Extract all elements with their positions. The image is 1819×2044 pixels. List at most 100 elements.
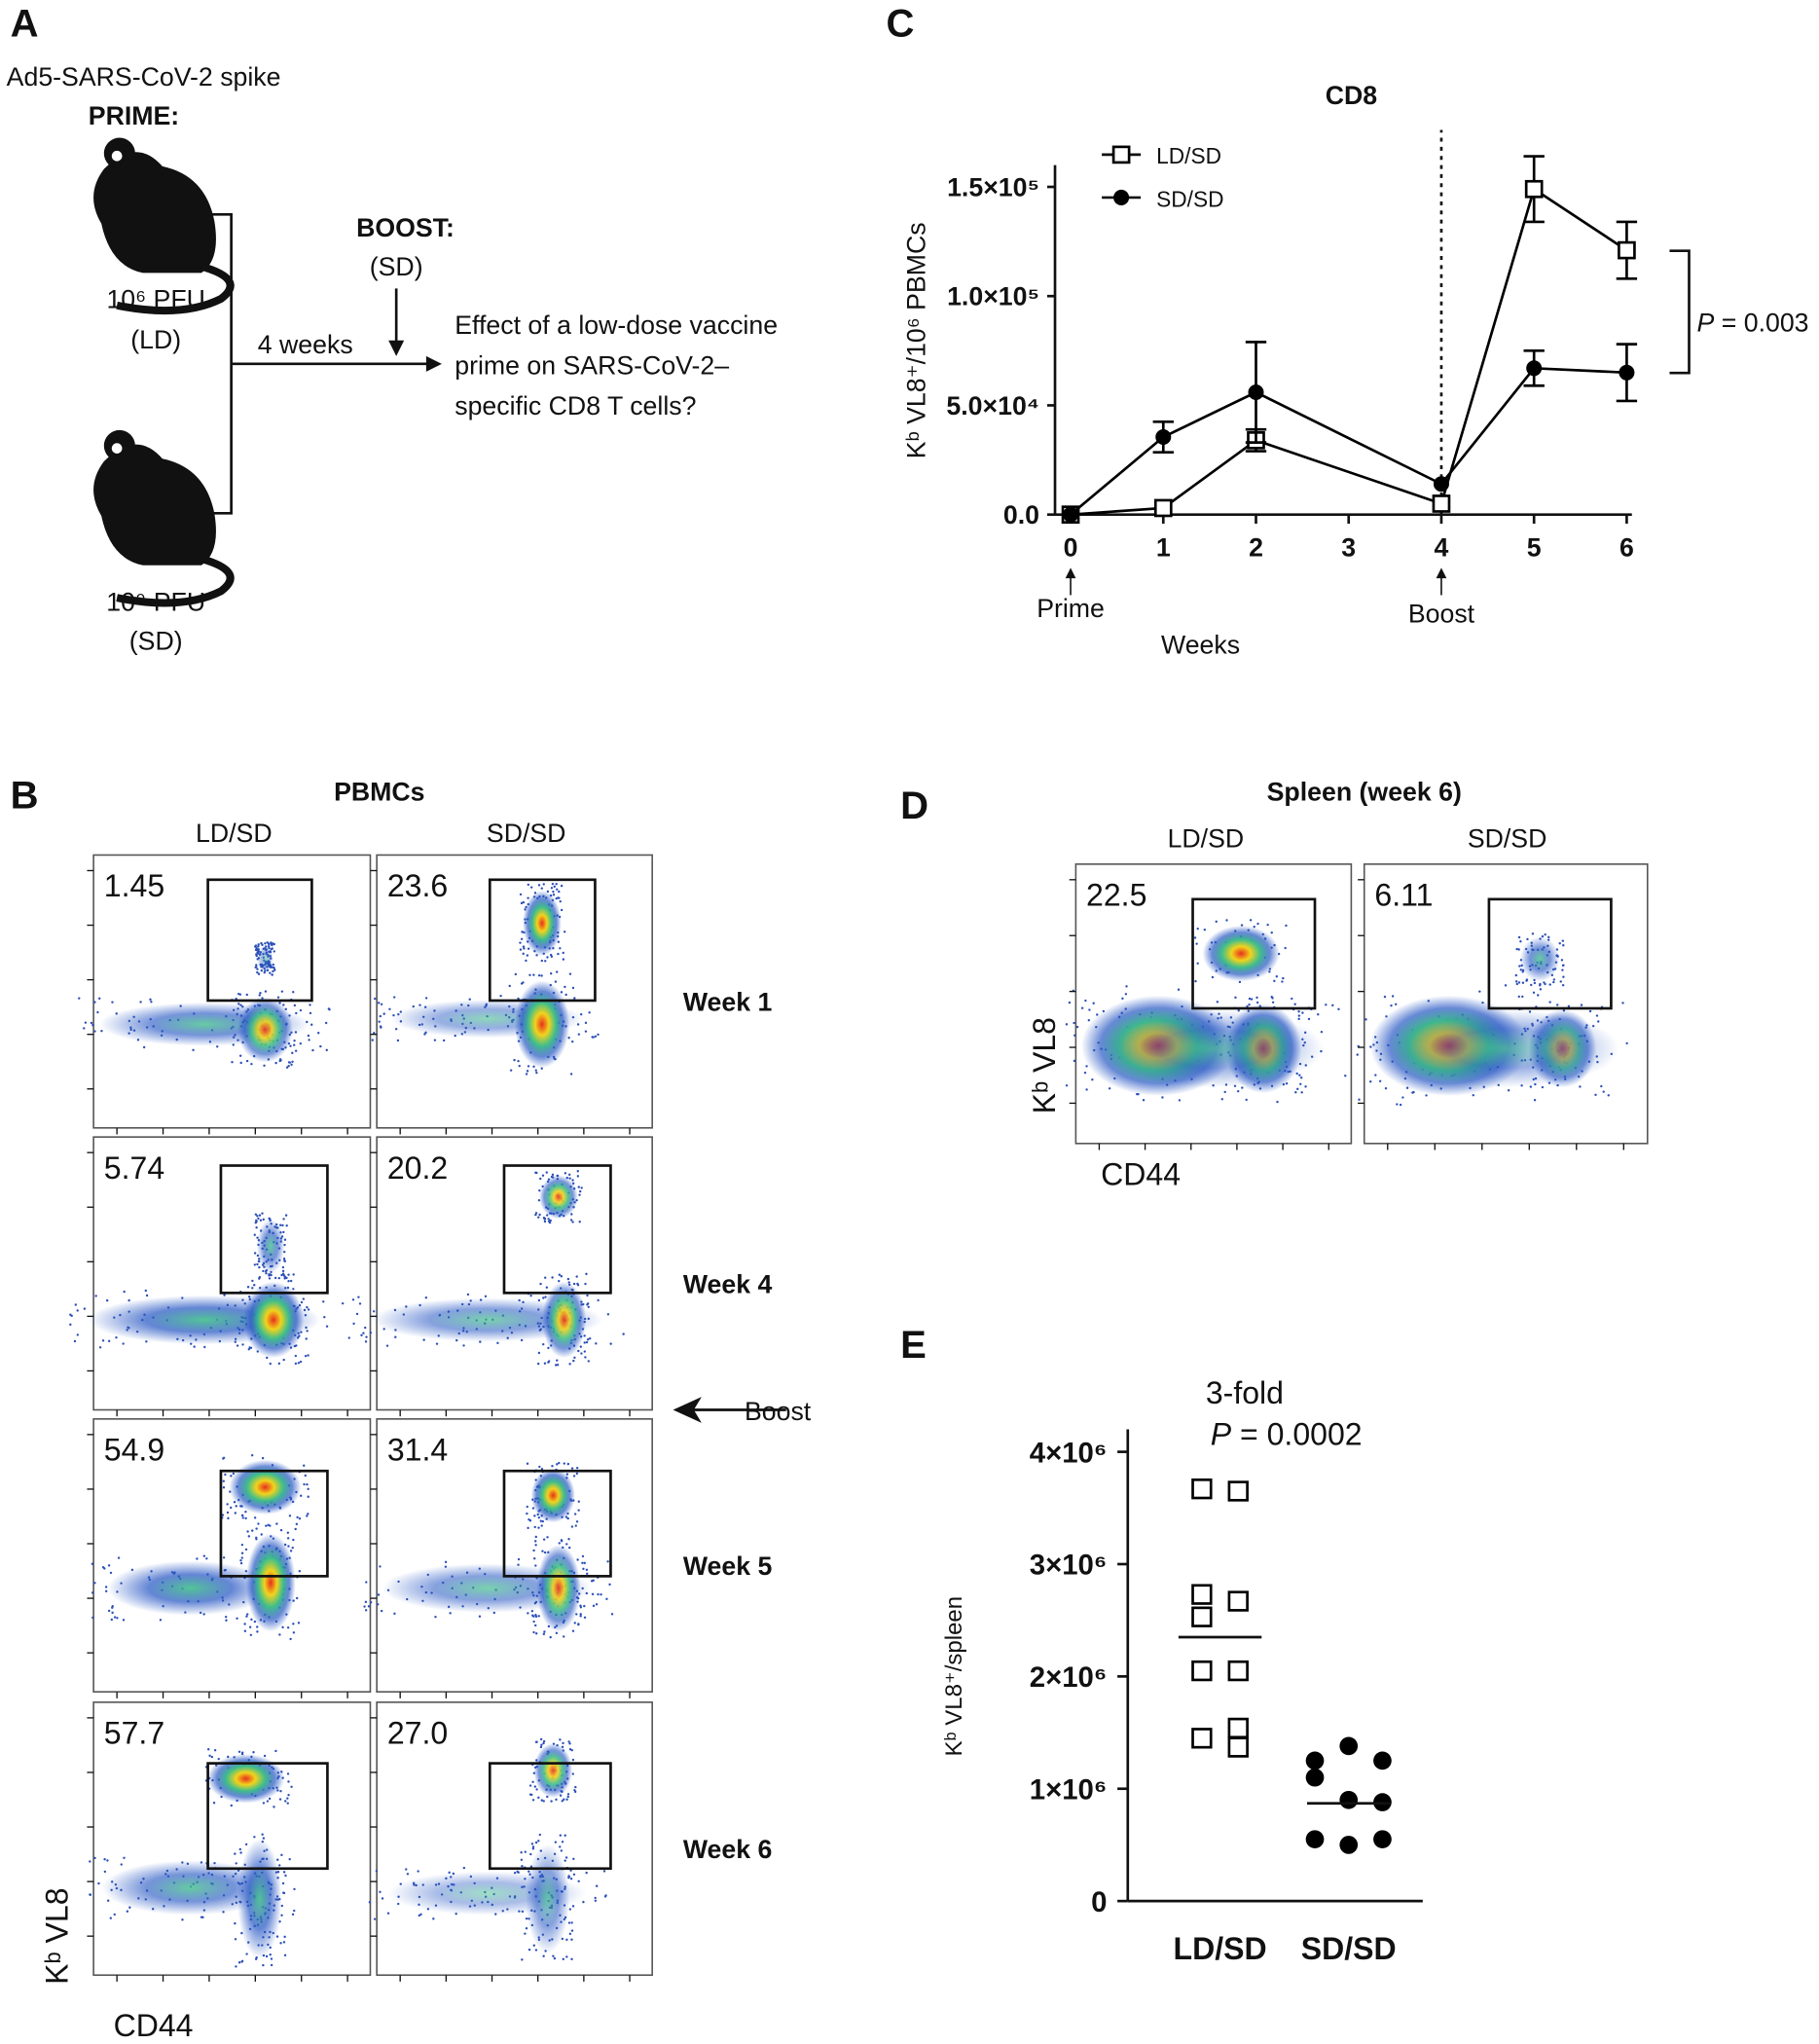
event-dot: [594, 1035, 598, 1039]
event-dot: [597, 1298, 600, 1302]
event-dot: [558, 1461, 561, 1465]
event-dot: [1356, 1053, 1359, 1056]
event-dot: [269, 1953, 272, 1956]
event-dot: [181, 1918, 184, 1921]
event-dot: [1299, 1082, 1302, 1086]
event-dot: [238, 993, 242, 996]
event-dot: [1301, 1011, 1304, 1014]
event-dot: [610, 1613, 614, 1616]
event-dot: [521, 1958, 524, 1961]
event-dot: [374, 997, 377, 1001]
event-dot: [549, 1635, 552, 1639]
event-dot: [538, 1213, 541, 1217]
event-dot: [551, 1464, 554, 1468]
event-dot: [567, 1173, 571, 1177]
density: [530, 1468, 575, 1523]
event-dot: [1248, 1003, 1251, 1006]
event-dot: [286, 1802, 289, 1805]
event-dot: [368, 1901, 372, 1904]
flow-plot: 57.7: [87, 1701, 372, 1982]
bracket: [207, 212, 436, 515]
event-dot: [284, 1800, 287, 1803]
event-dot: [530, 1609, 534, 1613]
event-dot: [90, 1021, 93, 1025]
y-tick-label: 1×10⁶: [1030, 1773, 1108, 1806]
event-dot: [543, 1220, 547, 1223]
event-dot: [1507, 1089, 1510, 1092]
event-dot: [262, 1269, 265, 1273]
event-dot: [537, 884, 541, 887]
event-dot: [526, 1512, 528, 1515]
event-dot: [282, 1941, 286, 1944]
event-dot: [210, 1755, 214, 1759]
event-dot: [542, 1632, 546, 1636]
event-dot: [294, 1049, 298, 1052]
event-dot: [571, 1772, 574, 1775]
event-dot: [263, 1064, 266, 1067]
event-dot: [309, 1004, 311, 1006]
event-dot: [540, 1524, 543, 1527]
event-dot: [571, 1905, 575, 1908]
event-dot: [347, 1336, 350, 1339]
event-dot: [577, 1509, 580, 1512]
event-dot: [261, 1212, 264, 1215]
event-dot: [196, 1557, 199, 1560]
legend-label: SD/SD: [1156, 186, 1223, 211]
density: [539, 1175, 578, 1220]
event-dot: [283, 1277, 286, 1280]
event-dot: [295, 1522, 299, 1526]
event-dot: [355, 1312, 359, 1316]
event-dot: [222, 1479, 225, 1482]
density: [536, 1544, 581, 1632]
event-dot: [588, 1336, 592, 1340]
event-dot: [213, 1749, 217, 1752]
density: [242, 1281, 305, 1359]
marker: [1227, 1480, 1249, 1502]
event-dot: [552, 890, 555, 894]
event-dot: [291, 1051, 294, 1055]
event-dot: [285, 1224, 288, 1227]
event-dot: [566, 1795, 569, 1799]
event-dot: [508, 984, 511, 988]
event-dot: [543, 1362, 547, 1365]
event-dot: [283, 1935, 286, 1939]
event-dot: [556, 1463, 559, 1466]
event-dot: [1216, 1001, 1219, 1004]
event-dot: [277, 1276, 281, 1280]
event-dot: [585, 1272, 588, 1276]
event-dot: [606, 1313, 610, 1316]
event-dot: [96, 1010, 99, 1014]
event-dot: [1515, 947, 1518, 951]
row-label: Week 6: [683, 1835, 772, 1864]
event-dot: [567, 1538, 570, 1541]
density: [1202, 925, 1280, 982]
event-dot: [287, 1545, 290, 1548]
y-tick-label: 2×10⁶: [1030, 1661, 1108, 1694]
event-dot: [217, 1757, 220, 1761]
event-dot: [392, 996, 396, 999]
panel-letter: C: [886, 2, 914, 45]
event-dot: [253, 1252, 257, 1255]
prime-label: PRIME:: [89, 101, 179, 130]
event-dot: [1241, 1086, 1244, 1089]
event-dot: [282, 1230, 285, 1234]
event-dot: [1297, 1014, 1301, 1017]
event-dot: [258, 1214, 262, 1217]
event-dot: [513, 1058, 516, 1062]
event-dot: [569, 1219, 573, 1222]
event-dot: [572, 1857, 575, 1861]
event-dot: [1539, 988, 1543, 991]
event-dot: [1548, 1001, 1551, 1004]
marker: [1248, 383, 1264, 401]
gate-value: 6.11: [1374, 878, 1433, 913]
event-dot: [1517, 981, 1521, 984]
event-dot: [1238, 980, 1242, 984]
event-dot: [284, 1214, 288, 1217]
event-dot: [245, 1059, 249, 1063]
event-dot: [540, 1467, 544, 1471]
event-dot: [565, 1955, 568, 1958]
event-dot: [518, 1064, 521, 1068]
event-dot: [294, 1527, 297, 1531]
marker: [1113, 189, 1130, 205]
arrowhead: [1065, 567, 1076, 579]
